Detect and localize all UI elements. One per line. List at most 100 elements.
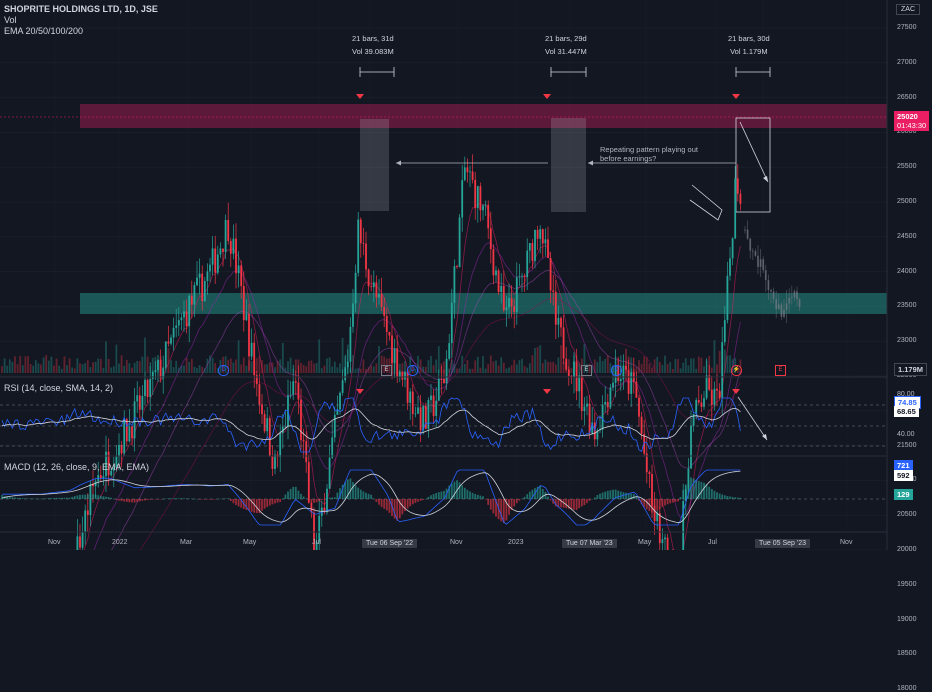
macd-histogram-bar: [700, 481, 703, 499]
rsi-marker-2: [543, 389, 551, 394]
dividend-badge-2[interactable]: D: [407, 365, 418, 376]
candle-body: [141, 395, 144, 410]
macd-histogram-bar: [443, 490, 445, 499]
candle-body: [318, 515, 321, 542]
macd-legend[interactable]: MACD (12, 26, close, 9, EMA, EMA): [4, 462, 150, 472]
candle-body: [164, 341, 167, 368]
macd-histogram-bar: [279, 499, 282, 502]
volume-bar: [170, 360, 172, 373]
candle-body: [112, 467, 115, 471]
volume-bar: [383, 356, 386, 373]
volume-bar: [463, 363, 466, 373]
volume-bar: [401, 363, 404, 373]
support-zone: [80, 293, 887, 314]
earnings-badge-2[interactable]: E: [581, 365, 592, 376]
volume-bar: [544, 359, 547, 373]
candle-body: [307, 462, 310, 503]
candle-body: [365, 243, 367, 270]
price-tick-label: 18000: [897, 685, 917, 692]
macd-histogram-bar: [344, 481, 347, 499]
earnings-badge-3[interactable]: E: [775, 365, 786, 376]
rsi-tick-label: 40.00: [897, 431, 915, 438]
macd-histogram-bar: [336, 492, 339, 499]
candle-body: [404, 371, 406, 380]
candle-body: [528, 243, 531, 251]
candle-body: [245, 313, 248, 321]
candle-body: [84, 510, 87, 533]
candle-body: [167, 341, 170, 344]
volume-bar: [456, 368, 458, 373]
candle-body: [216, 254, 219, 273]
time-tick-label: Tue 05 Sep '23: [755, 539, 811, 548]
candle-body: [281, 426, 284, 434]
earnings-badge-1[interactable]: E: [381, 365, 392, 376]
volume-bar: [674, 359, 677, 373]
pattern-box-1: [360, 119, 389, 211]
volume-bar: [328, 357, 331, 373]
macd-histogram-bar: [14, 497, 16, 499]
macd-histogram-bar: [341, 484, 344, 499]
price-tick-label: 26000: [897, 128, 917, 136]
macd-histogram-bar: [643, 499, 646, 507]
macd-histogram-bar: [151, 499, 154, 500]
macd-histogram-bar: [729, 496, 731, 499]
time-tick-label: Nov: [48, 539, 61, 546]
volume-legend[interactable]: Vol: [4, 15, 17, 25]
candle-body: [414, 413, 417, 415]
volume-bar: [606, 355, 609, 373]
volume-bar: [583, 344, 586, 373]
macd-histogram-bar: [276, 499, 279, 503]
volume-bar: [318, 339, 321, 373]
macd-histogram-bar: [703, 482, 705, 499]
candle-body: [739, 193, 742, 204]
price-tick-label: 19000: [897, 615, 917, 623]
volume-bar: [258, 355, 261, 373]
candle-body: [635, 381, 638, 398]
macd-histogram-bar: [471, 492, 474, 499]
candle-body: [206, 271, 209, 281]
volume-bar: [476, 356, 479, 373]
volume-bar: [125, 359, 128, 373]
ghost-body: [764, 270, 767, 281]
macd-histogram-bar: [513, 499, 516, 507]
candle-body: [419, 407, 422, 431]
candle-body: [474, 179, 477, 209]
volume-bar: [518, 360, 521, 373]
rsi-legend[interactable]: RSI (14, close, SMA, 14, 2): [4, 383, 114, 393]
flash-badge[interactable]: ⚡: [731, 365, 742, 376]
macd-histogram-bar: [469, 491, 471, 499]
macd-histogram-bar: [32, 498, 35, 500]
dividend-badge-3[interactable]: D: [611, 365, 622, 376]
macd-histogram-bar: [391, 499, 393, 517]
rsi-marker-3: [732, 389, 740, 394]
volume-bar: [216, 368, 219, 373]
pattern-arrow-1-head: [396, 160, 401, 166]
volume-bar: [492, 361, 495, 373]
macd-histogram-bar: [250, 499, 253, 512]
candles: [74, 154, 742, 550]
macd-histogram-bar: [201, 499, 204, 500]
range-bracket-2: [550, 67, 587, 77]
macd-histogram-bar: [474, 493, 477, 499]
currency-label[interactable]: ZAC: [896, 4, 920, 15]
candle-body: [505, 307, 508, 311]
macd-histogram-bar: [372, 498, 375, 500]
rsi-sma-line: [1, 407, 741, 441]
dividend-badge-1[interactable]: D: [218, 365, 229, 376]
macd-histogram-bar: [339, 488, 341, 499]
macd-histogram-bar: [448, 485, 451, 499]
volume-bar: [484, 368, 487, 373]
ema-legend[interactable]: EMA 20/50/100/200: [4, 26, 84, 36]
macd-histogram-bar: [554, 499, 557, 507]
candle-body: [349, 326, 352, 362]
macd-histogram-bar: [170, 498, 172, 499]
candle-body: [554, 291, 557, 325]
grid: [0, 27, 887, 550]
macd-histogram-bar: [679, 496, 682, 499]
macd-histogram-bar: [661, 499, 664, 507]
candle-body: [417, 407, 419, 414]
volume-bar: [94, 361, 97, 373]
macd-histogram-bar: [162, 498, 165, 500]
symbol-title[interactable]: SHOPRITE HOLDINGS LTD, 1D, JSE: [4, 4, 158, 14]
macd-histogram-bar: [37, 498, 40, 500]
